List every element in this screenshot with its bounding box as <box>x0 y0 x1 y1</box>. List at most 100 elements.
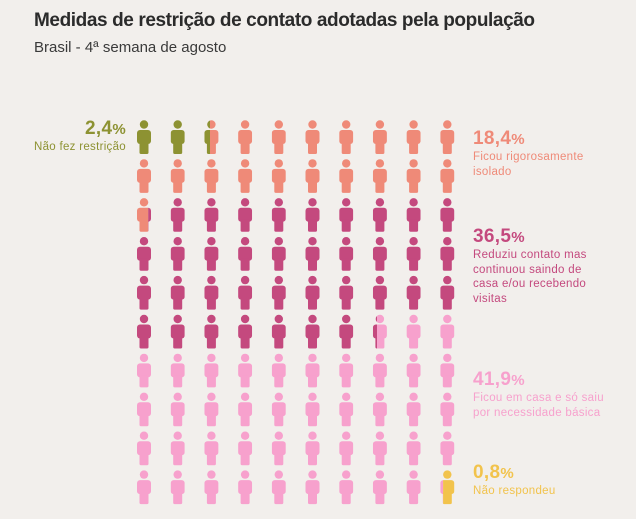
person-icon <box>372 392 387 427</box>
person-icon <box>305 353 320 388</box>
person-icon <box>440 237 455 271</box>
person-icon <box>204 470 219 505</box>
person-icon <box>137 431 151 466</box>
person-icon <box>305 198 320 232</box>
person-icon <box>406 470 421 505</box>
category-label-nao-respondeu: Não respondeu <box>473 485 556 497</box>
person-icon <box>339 275 354 310</box>
person-icon <box>170 237 185 271</box>
person-icon <box>170 275 185 310</box>
person-icon <box>406 392 421 427</box>
person-icon <box>204 392 219 427</box>
person-icon <box>238 159 253 193</box>
person-icon <box>271 159 286 193</box>
person-icon <box>238 392 253 427</box>
value-label-reduziu: 36,5% <box>473 226 525 247</box>
person-icon <box>440 314 455 349</box>
label-reduziu: 36,5% Reduziu contato mas continuou sain… <box>473 226 613 306</box>
person-icon <box>204 159 219 193</box>
person-icon <box>305 470 320 505</box>
person-icon <box>137 470 151 505</box>
label-nao-respondeu: 0,8% Não respondeu <box>473 462 556 499</box>
person-icon <box>305 120 320 154</box>
person-icon <box>271 120 286 154</box>
person-icon <box>406 275 421 310</box>
person-icon <box>271 431 286 466</box>
person-icon <box>238 275 253 310</box>
person-icon <box>170 120 185 154</box>
person-icon <box>137 159 151 193</box>
person-icon <box>204 237 219 271</box>
category-label-necessidade: Ficou em casa e só saiu por necessidade … <box>473 392 604 419</box>
person-icon <box>339 198 354 232</box>
person-icon <box>137 198 151 232</box>
person-icon <box>204 275 219 310</box>
person-icon <box>305 431 320 466</box>
person-icon <box>204 120 219 154</box>
label-necessidade: 41,9% Ficou em casa e só saiu por necess… <box>473 369 623 420</box>
person-icon <box>406 431 421 466</box>
person-icon <box>170 159 185 193</box>
person-icon <box>372 431 387 466</box>
person-icon <box>440 392 455 427</box>
person-icon <box>137 353 151 388</box>
person-icon <box>170 470 185 505</box>
person-icon <box>137 392 151 427</box>
person-icon <box>271 392 286 427</box>
person-icon <box>137 314 151 349</box>
person-icon <box>238 470 253 505</box>
person-icon <box>372 159 387 193</box>
person-icon <box>238 120 253 154</box>
person-icon <box>238 198 253 232</box>
person-icon <box>271 353 286 388</box>
person-icon <box>372 470 387 505</box>
person-icon <box>170 353 185 388</box>
person-icon <box>339 314 354 349</box>
person-icon <box>238 314 253 349</box>
person-icon <box>204 431 219 466</box>
category-label-nao-fez: Não fez restrição <box>33 141 126 153</box>
person-icon <box>339 353 354 388</box>
person-icon <box>372 237 387 271</box>
person-icon <box>271 470 286 505</box>
person-icon <box>406 120 421 154</box>
person-icon <box>440 198 455 232</box>
chart-subtitle: Brasil - 4ª semana de agosto <box>34 39 227 56</box>
person-icon <box>440 275 455 310</box>
person-icon <box>372 314 387 349</box>
person-icon <box>170 198 185 232</box>
person-icon <box>305 159 320 193</box>
person-icon <box>406 237 421 271</box>
person-icon <box>305 392 320 427</box>
person-icon <box>238 237 253 271</box>
person-icon <box>406 314 421 349</box>
chart-title: Medidas de restrição de contato adotadas… <box>34 10 535 31</box>
person-icon <box>204 314 219 349</box>
person-icon <box>372 198 387 232</box>
person-icon <box>339 120 354 154</box>
person-icon <box>372 275 387 310</box>
person-icon <box>440 470 455 505</box>
person-icon <box>271 198 286 232</box>
person-icon <box>271 237 286 271</box>
person-icon <box>170 431 185 466</box>
person-icon <box>339 431 354 466</box>
person-icon <box>170 314 185 349</box>
person-icon <box>339 159 354 193</box>
person-icon <box>372 120 387 154</box>
category-label-reduziu: Reduziu contato mas continuou saindo de … <box>473 249 587 305</box>
value-label-isolado: 18,4% <box>473 128 525 149</box>
person-icon <box>440 159 455 193</box>
person-icon <box>204 198 219 232</box>
person-icon <box>137 275 151 310</box>
person-icon <box>339 237 354 271</box>
person-icon <box>238 353 253 388</box>
person-icon <box>406 198 421 232</box>
person-icon <box>204 353 219 388</box>
person-icon <box>440 353 455 388</box>
person-icon <box>238 431 253 466</box>
value-label-nao-fez: 2,4% <box>85 118 126 139</box>
person-icon <box>305 237 320 271</box>
person-icon <box>339 392 354 427</box>
person-icon <box>440 431 455 466</box>
